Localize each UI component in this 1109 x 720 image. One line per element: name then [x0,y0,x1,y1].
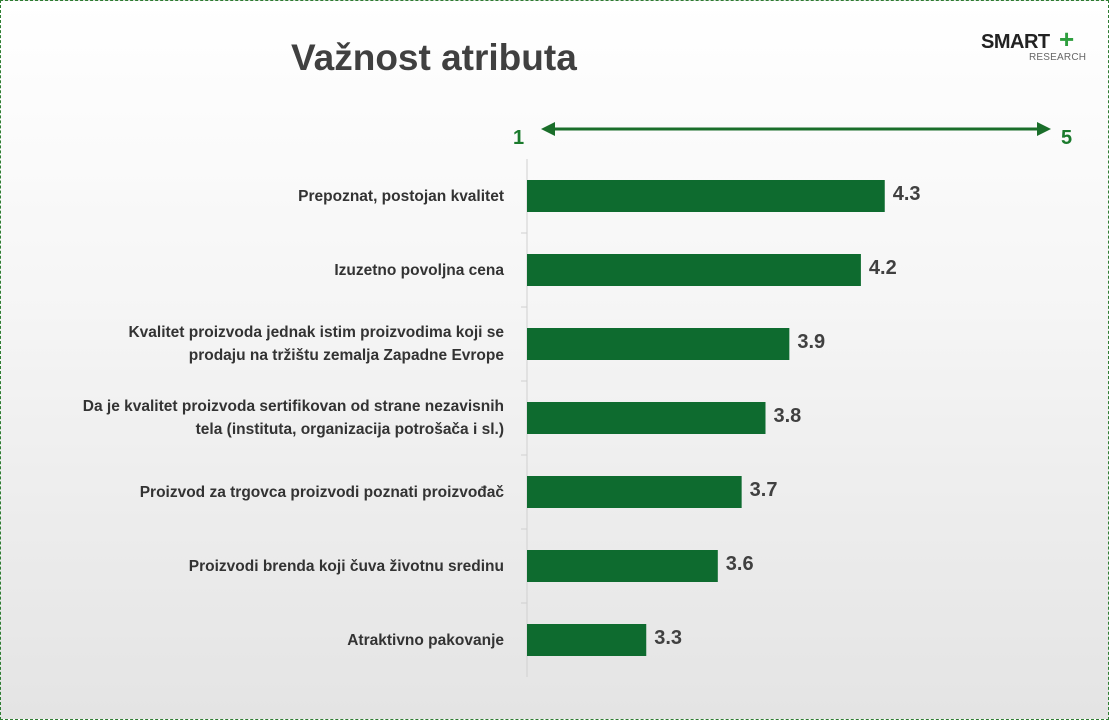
scale-min-label: 1 [513,127,525,149]
scale-arrow-icon [541,122,1051,136]
category-label-line: Izuzetno povoljna cena [334,261,504,279]
category-label-line: prodaju na tržištu zemalja Zapadne Evrop… [188,347,504,364]
logo-plus-icon: + [1059,24,1075,54]
bar [527,624,647,656]
bar [527,180,885,212]
logo-subtitle: RESEARCH [1029,52,1087,63]
bar [527,402,766,434]
category-label-line: Da je kvalitet proizvoda sertifikovan od… [82,398,504,415]
bar [527,550,718,582]
category-label-line: Atraktivno pakovanje [347,631,504,649]
bar-value-label: 4.2 [868,257,897,279]
category-label: Prepoznat, postojan kvalitet [4,185,504,208]
category-label: Izuzetno povoljna cena [4,259,504,282]
category-label: Atraktivno pakovanje [4,629,504,652]
category-label: Proizvod za trgovca proizvodi poznati pr… [4,481,504,504]
bar-value-label: 3.3 [654,627,683,649]
bar-value-label: 3.7 [749,479,778,501]
bar-value-label: 4.3 [892,183,921,205]
bar-value-label: 3.9 [797,331,826,353]
category-label-line: Kvalitet proizvoda jednak istim proizvod… [128,324,504,341]
category-label: Proizvodi brenda koji čuva životnu sredi… [4,555,504,578]
category-label-line: Proizvod za trgovca proizvodi poznati pr… [139,483,504,501]
page-title: Važnost atributa [291,37,577,78]
bar [527,254,861,286]
category-label: Kvalitet proizvoda jednak istim proizvod… [4,321,504,367]
category-label: Da je kvalitet proizvoda sertifikovan od… [4,395,504,441]
category-label-line: Proizvodi brenda koji čuva životnu sredi… [188,557,504,575]
category-label-line: Prepoznat, postojan kvalitet [298,187,504,205]
bar [527,328,790,360]
logo: SMART + RESEARCH [981,24,1091,71]
bar-value-label: 3.8 [773,405,802,427]
logo-name: SMART [981,31,1050,53]
scale-max-label: 5 [1061,127,1073,149]
bar-value-label: 3.6 [725,553,754,575]
bar [527,476,742,508]
category-label-line: tela (instituta, organizacija potrošača … [195,421,504,438]
